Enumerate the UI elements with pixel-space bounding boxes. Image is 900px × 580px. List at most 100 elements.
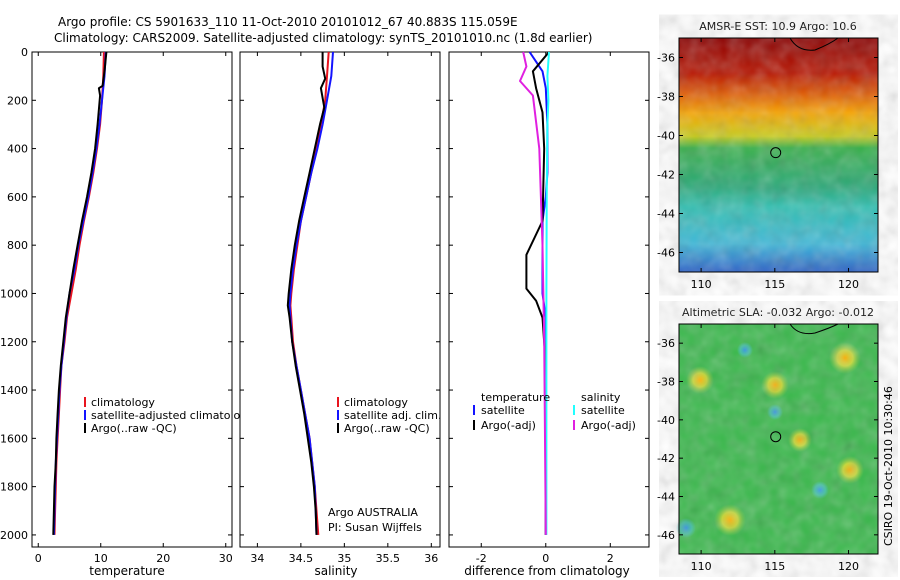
y-tick-label: 800 xyxy=(7,239,28,252)
map-y-tick-label: -36 xyxy=(657,337,675,350)
coastline xyxy=(789,323,839,335)
map-y-tick-label: -42 xyxy=(657,452,675,465)
temperature-xlabel: temperature xyxy=(89,564,164,578)
salinity-y-ticks xyxy=(240,51,440,536)
salinity-profile-lines xyxy=(286,51,334,535)
y-tick-label: 1600 xyxy=(0,432,28,445)
salinity-xlabel: salinity xyxy=(314,564,357,578)
coastline xyxy=(789,37,839,51)
sla-map-title: Altimetric SLA: -0.032 Argo: -0.012 xyxy=(682,306,874,319)
x-tick-label: 20 xyxy=(156,552,170,565)
x-tick-label: 35.5 xyxy=(376,552,401,565)
series-argo-raw-qc xyxy=(52,51,108,535)
map-x-tick-label: 115 xyxy=(764,560,785,573)
series-salinity-argo-adj xyxy=(519,51,547,535)
credit-label: CSIRO 19-Oct-2010 10:30:46 xyxy=(882,386,895,546)
sst-map-x-ticks: 110 115 120 xyxy=(691,38,859,291)
title-line-1: Argo profile: CS 5901633_110 11-Oct-2010… xyxy=(58,15,518,29)
map-y-tick-label: -38 xyxy=(657,91,675,104)
y-tick-label: 1800 xyxy=(0,481,28,494)
sst-map-frame xyxy=(678,37,879,273)
temperature-x-ticks: 0 10 20 30 xyxy=(35,52,233,565)
legend-label-temp-satellite: satellite xyxy=(481,404,525,417)
argo-position-marker xyxy=(770,431,782,443)
salinity-panel: 34 34.5 35 35.5 36 salinity climatology sate… xyxy=(239,51,441,578)
legend-label-argo: Argo(..raw -QC) xyxy=(91,422,177,435)
map-x-tick-label: 115 xyxy=(764,278,785,291)
difference-profile-lines xyxy=(519,51,550,535)
series-satellite-adj-clim xyxy=(288,51,334,535)
temperature-profile-lines xyxy=(52,51,108,535)
y-tick-label: 1200 xyxy=(0,336,28,349)
title-line-2: Climatology: CARS2009. Satellite-adjuste… xyxy=(54,31,592,45)
sst-map: AMSR-E SST: 10.9 Argo: 10.6 xyxy=(657,20,879,291)
map-y-tick-label: -36 xyxy=(657,52,675,65)
x-tick-label: 30 xyxy=(219,552,233,565)
x-tick-label: 10 xyxy=(94,552,108,565)
legend-title-salinity: salinity xyxy=(581,391,621,404)
y-tick-label: 200 xyxy=(7,94,28,107)
legend-label-sal-satellite: satellite xyxy=(581,404,625,417)
y-tick-label: 0 xyxy=(21,46,28,59)
float-program-label: Argo AUSTRALIA xyxy=(328,506,418,519)
sst-texture xyxy=(679,38,878,272)
difference-x-ticks: -2 0 2 xyxy=(476,52,614,565)
map-x-tick-label: 110 xyxy=(691,278,712,291)
legend-label-argo: Argo(..raw -QC) xyxy=(344,422,430,435)
series-temperature-satellite xyxy=(528,51,549,535)
depth-y-ticks: 0 200 400 600 800 1000 1200 1400 1600 1800 2000 xyxy=(0,46,232,542)
sst-map-y-ticks: -36 -38 -40 -42 -44 -46 xyxy=(657,52,878,260)
y-tick-label: 2000 xyxy=(0,529,28,542)
map-x-tick-label: 120 xyxy=(838,278,859,291)
salinity-legend: climatology satellite adj. clim. Argo(..… xyxy=(337,396,441,435)
x-tick-label: 34.5 xyxy=(289,552,314,565)
temperature-axes-box xyxy=(31,51,233,548)
legend-label-sal-argo: Argo(-adj) xyxy=(581,419,636,432)
difference-xlabel: difference from climatology xyxy=(464,564,630,578)
argo-position-marker xyxy=(770,147,782,159)
y-tick-label: 1400 xyxy=(0,384,28,397)
map-x-tick-label: 120 xyxy=(838,560,859,573)
x-tick-label: 0 xyxy=(542,552,549,565)
legend-label-satellite-adj: satellite adj. clim. xyxy=(344,409,441,422)
series-salinity-satellite xyxy=(545,51,550,535)
map-y-tick-label: -46 xyxy=(657,529,675,542)
temperature-panel: 0 10 20 30 0 200 400 600 800 1000 1200 1400 1600 180… xyxy=(0,46,254,578)
pi-label: PI: Susan Wijffels xyxy=(328,521,422,534)
y-tick-label: 1000 xyxy=(0,287,28,300)
map-y-tick-label: -44 xyxy=(657,491,675,504)
legend-label-climatology: climatology xyxy=(91,396,155,409)
sla-map: Altimetric SLA: -0.032 Argo: -0.012 110 1… xyxy=(657,306,879,573)
x-tick-label: 0 xyxy=(35,552,42,565)
sla-map-x-ticks: 110 115 120 xyxy=(691,324,859,573)
y-tick-label: 600 xyxy=(7,191,28,204)
legend-label-satellite-adjusted: satellite-adjusted climatology xyxy=(91,409,254,422)
map-y-tick-label: -40 xyxy=(657,130,675,143)
map-y-tick-label: -42 xyxy=(657,169,675,182)
map-y-tick-label: -38 xyxy=(657,376,675,389)
x-tick-label: -2 xyxy=(476,552,487,565)
salinity-axes-box xyxy=(239,51,441,548)
x-tick-label: 35 xyxy=(337,552,351,565)
sla-texture xyxy=(679,324,878,554)
x-tick-label: 2 xyxy=(607,552,614,565)
salinity-x-ticks: 34 34.5 35 35.5 36 xyxy=(250,52,438,565)
sst-map-title: AMSR-E SST: 10.9 Argo: 10.6 xyxy=(699,20,857,33)
legend-title-temperature: temperature xyxy=(481,391,550,404)
legend-label-climatology: climatology xyxy=(344,396,408,409)
sla-map-y-ticks: -36 -38 -40 -42 -44 -46 xyxy=(657,337,878,542)
series-argo-raw-qc xyxy=(286,52,327,535)
x-tick-label: 36 xyxy=(424,552,438,565)
difference-legend: temperature satellite Argo(-adj) salinit… xyxy=(473,391,636,432)
sla-map-frame xyxy=(678,323,879,555)
y-tick-label: 400 xyxy=(7,143,28,156)
map-y-tick-label: -40 xyxy=(657,414,675,427)
map-x-tick-label: 110 xyxy=(691,560,712,573)
difference-panel: -2 0 2 difference from climatology tempera… xyxy=(448,51,650,578)
difference-axes-box xyxy=(448,51,650,548)
temperature-legend: climatology satellite-adjusted climatolo… xyxy=(84,396,254,435)
x-tick-label: 34 xyxy=(250,552,264,565)
map-y-tick-label: -44 xyxy=(657,208,675,221)
legend-label-temp-argo: Argo(-adj) xyxy=(481,419,536,432)
